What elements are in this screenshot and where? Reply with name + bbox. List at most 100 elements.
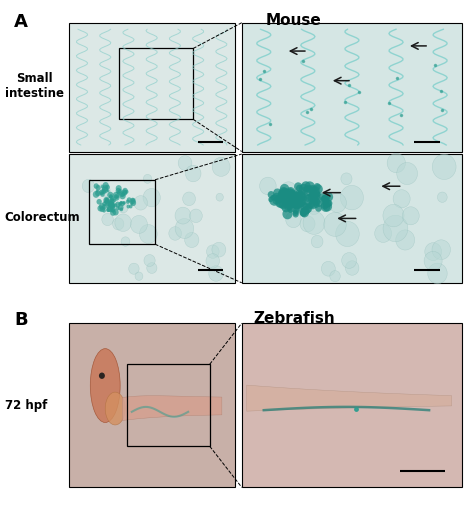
Circle shape — [109, 203, 115, 210]
Circle shape — [425, 243, 442, 261]
Circle shape — [432, 240, 450, 260]
Circle shape — [303, 208, 310, 215]
Circle shape — [299, 184, 308, 193]
Circle shape — [296, 197, 306, 208]
Circle shape — [103, 182, 109, 188]
Circle shape — [279, 187, 288, 197]
Circle shape — [309, 201, 315, 209]
Circle shape — [287, 203, 294, 210]
Circle shape — [182, 192, 195, 206]
Circle shape — [336, 221, 359, 246]
Circle shape — [116, 206, 120, 210]
Circle shape — [289, 195, 296, 203]
Circle shape — [99, 203, 105, 210]
Circle shape — [313, 184, 323, 194]
Circle shape — [147, 263, 157, 273]
Circle shape — [120, 201, 123, 204]
Ellipse shape — [90, 348, 120, 423]
Circle shape — [286, 211, 301, 228]
Circle shape — [115, 214, 131, 231]
Circle shape — [396, 230, 415, 250]
Circle shape — [169, 227, 182, 240]
Circle shape — [294, 198, 303, 208]
Circle shape — [312, 193, 319, 201]
Circle shape — [190, 209, 202, 223]
Circle shape — [99, 189, 104, 195]
Bar — [69, 154, 235, 283]
Circle shape — [117, 191, 120, 195]
Circle shape — [103, 197, 109, 204]
Circle shape — [118, 203, 121, 206]
Circle shape — [278, 190, 284, 196]
Circle shape — [276, 196, 287, 208]
Circle shape — [342, 252, 356, 269]
Circle shape — [175, 219, 194, 238]
Circle shape — [312, 193, 317, 198]
Circle shape — [127, 205, 130, 209]
Circle shape — [121, 189, 127, 195]
Circle shape — [82, 179, 95, 192]
Circle shape — [292, 200, 299, 208]
Circle shape — [109, 201, 115, 208]
Text: Small
intestine: Small intestine — [5, 72, 64, 100]
Circle shape — [102, 187, 108, 193]
Circle shape — [290, 199, 298, 207]
Circle shape — [206, 254, 219, 268]
Circle shape — [289, 191, 297, 199]
Circle shape — [275, 194, 283, 204]
Circle shape — [216, 193, 223, 201]
Circle shape — [102, 185, 108, 192]
Circle shape — [269, 194, 280, 206]
Text: 72 hpf: 72 hpf — [5, 399, 47, 412]
Circle shape — [284, 198, 294, 209]
Circle shape — [110, 210, 116, 216]
Circle shape — [108, 201, 113, 208]
Circle shape — [105, 198, 109, 202]
Circle shape — [280, 190, 287, 197]
Circle shape — [298, 190, 303, 196]
Circle shape — [424, 251, 442, 271]
Circle shape — [287, 207, 292, 212]
Circle shape — [271, 195, 276, 200]
Circle shape — [302, 202, 309, 209]
Circle shape — [113, 209, 118, 216]
Circle shape — [285, 191, 290, 196]
Circle shape — [95, 190, 100, 196]
Circle shape — [294, 202, 300, 208]
Circle shape — [307, 203, 313, 209]
Circle shape — [375, 224, 392, 242]
Circle shape — [286, 192, 294, 199]
Circle shape — [105, 185, 110, 189]
Circle shape — [98, 184, 110, 197]
Circle shape — [129, 205, 133, 209]
Circle shape — [107, 201, 112, 207]
Circle shape — [283, 209, 292, 219]
Circle shape — [101, 185, 104, 188]
Circle shape — [113, 199, 116, 202]
Circle shape — [100, 192, 105, 197]
Circle shape — [260, 177, 276, 195]
Circle shape — [280, 184, 289, 194]
Circle shape — [144, 255, 155, 267]
Circle shape — [312, 188, 319, 196]
Circle shape — [293, 195, 299, 203]
Circle shape — [321, 195, 329, 205]
Circle shape — [314, 192, 319, 197]
Circle shape — [321, 261, 335, 276]
Circle shape — [110, 196, 114, 200]
Circle shape — [113, 218, 124, 230]
Circle shape — [393, 190, 410, 208]
Circle shape — [275, 198, 284, 208]
Circle shape — [319, 193, 326, 200]
Circle shape — [310, 194, 319, 203]
Circle shape — [330, 271, 340, 282]
Circle shape — [290, 201, 301, 213]
Circle shape — [106, 202, 110, 207]
Circle shape — [316, 192, 320, 197]
Circle shape — [113, 194, 119, 200]
Circle shape — [281, 182, 297, 199]
Circle shape — [310, 186, 320, 197]
Circle shape — [109, 201, 114, 207]
Circle shape — [288, 196, 296, 205]
Circle shape — [100, 206, 105, 212]
